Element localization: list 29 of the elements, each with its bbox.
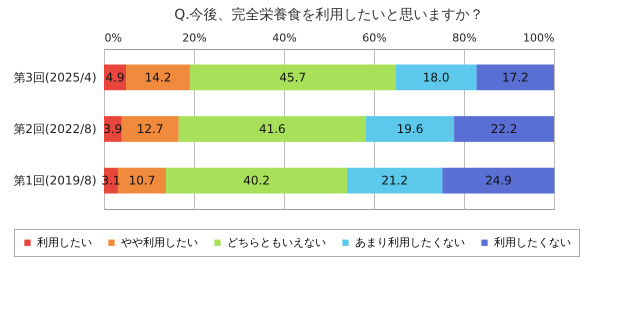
text: 40.2 xyxy=(243,174,270,188)
text: 14.2 xyxy=(144,70,172,84)
y-tick-label: 第2回(2022/8) xyxy=(13,122,96,136)
text: 41.6 xyxy=(258,122,286,136)
text: 18.0 xyxy=(422,70,450,84)
x-tick-label: 100% xyxy=(523,32,554,44)
text: 12.7 xyxy=(136,122,164,136)
x-tick-label: 80% xyxy=(452,32,477,44)
text: 24.9 xyxy=(485,174,512,188)
text: 10.7 xyxy=(128,174,156,188)
legend-label: あまり利用したくない xyxy=(355,236,465,249)
legend-label: 利用したくない xyxy=(494,236,571,249)
x-tick-label: 0% xyxy=(104,32,122,44)
legend-label: 利用したい xyxy=(37,236,92,249)
x-tick-label: 20% xyxy=(182,32,207,44)
chart-title: Q.今後、完全栄養食を利用したいと思いますか？ xyxy=(174,7,484,23)
text: 4.9 xyxy=(105,70,125,84)
legend-label: やや利用したい xyxy=(121,236,198,249)
text: 3.9 xyxy=(103,122,122,136)
y-tick-label: 第3回(2025/4) xyxy=(13,70,96,84)
text: 19.6 xyxy=(396,122,424,136)
x-tick-label: 40% xyxy=(272,32,297,44)
text: 22.2 xyxy=(490,122,518,136)
text: 45.7 xyxy=(279,70,306,84)
text: 21.2 xyxy=(381,174,408,188)
y-tick-label: 第1回(2019/8) xyxy=(13,174,96,188)
legend-label: どちらともいえない xyxy=(227,236,326,249)
text: 17.2 xyxy=(502,70,529,84)
x-tick-label: 60% xyxy=(362,32,387,44)
